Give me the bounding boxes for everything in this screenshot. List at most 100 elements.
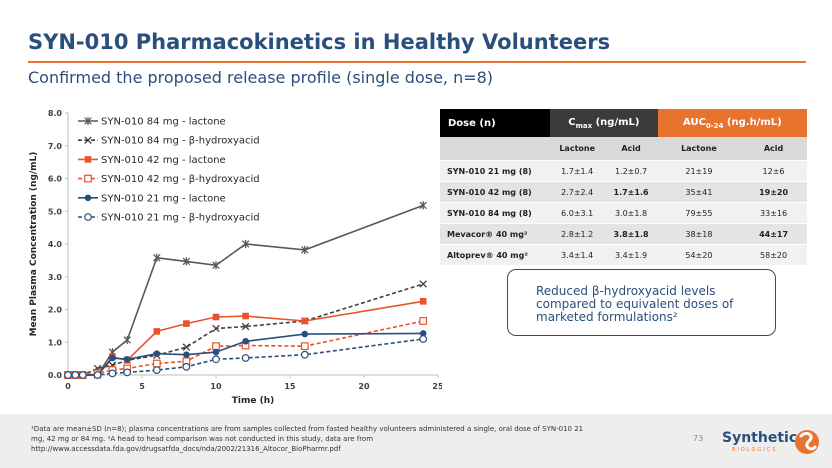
cmax-lactone-value: 2.7±2.4: [550, 181, 605, 203]
row-label: Mevacor® 40 mg²: [440, 223, 550, 245]
logo-subtext: BIOLOGICS: [732, 447, 778, 453]
legend-label: SYN-010 21 mg - β-hydroxyacid: [101, 213, 260, 224]
cmax-lactone-value: 1.7±1.4: [550, 160, 605, 182]
data-point: [109, 354, 116, 362]
header-dose: Dose (n): [440, 109, 550, 137]
header-auc: AUC0-24 (ng.h/mL): [657, 109, 807, 137]
footnote-link: http://www.accessdata.fda.gov/drugsatfda…: [31, 445, 341, 453]
legend-marker: [84, 116, 92, 126]
data-point: [242, 337, 249, 345]
y-tick-label: 4.0: [48, 240, 63, 249]
auc-acid-value: 12±6: [740, 160, 807, 182]
data-point: [300, 350, 309, 359]
pk-line-chart: 0.0 1.0 2.0 3.0 4.0 5.0 6.0 7.0 8.0 0 5 10 15 20 25 Tim…: [29, 109, 442, 406]
legend-marker: [84, 213, 92, 221]
row-label: Altoprev® 40 mg²: [440, 244, 550, 265]
cmax-acid-value: 3.8±1.8: [604, 223, 658, 245]
data-point: [300, 342, 309, 351]
row-label: SYN-010 84 mg (8): [440, 202, 550, 224]
cmax-acid-value: 1.2±0.7: [604, 160, 658, 182]
logo-wordmark: Synthetic: [722, 430, 798, 446]
data-point: [301, 245, 309, 254]
data-point: [241, 322, 250, 331]
data-point: [123, 368, 132, 377]
data-point: [182, 362, 191, 371]
legend-marker: [84, 174, 92, 183]
auc-acid-value: 19±20: [740, 181, 807, 203]
footnote-line: ¹Data are mean±SD (n=8); plasma concentr…: [31, 425, 584, 433]
data-point: [182, 343, 191, 351]
data-point: [212, 342, 220, 351]
header-cmax-main: C: [568, 116, 576, 128]
data-point: [108, 369, 117, 378]
legend-marker: [84, 156, 92, 163]
auc-acid-value: 33±16: [740, 202, 807, 224]
data-point: [152, 366, 161, 374]
y-tick-label: 1.0: [48, 338, 63, 347]
data-point: [212, 261, 220, 270]
data-point: [78, 371, 87, 379]
header-cmax-unit: (ng/mL): [592, 116, 640, 128]
callout-box: Reduced β-hydroxyacid levels compared to…: [507, 269, 776, 336]
table-row: SYN-010 42 mg (8) 2.7±2.4 1.7±1.6 35±41 …: [440, 181, 807, 203]
y-tick-label: 3.0: [48, 273, 63, 282]
data-point: [301, 330, 309, 338]
data-point: [419, 330, 427, 337]
data-point: [212, 355, 220, 364]
data-point: [71, 371, 80, 379]
data-point: [153, 328, 161, 335]
cmax-acid-value: 1.7±1.6: [604, 181, 658, 203]
subheader-cmax-acid: Acid: [604, 137, 658, 161]
data-point: [153, 253, 161, 262]
data-point: [301, 317, 309, 325]
table-row: Altoprev® 40 mg² 3.4±1.4 3.4±1.9 54±20 5…: [440, 244, 807, 265]
y-tick-label: 2.0: [48, 306, 63, 315]
y-tick-label: 8.0: [48, 109, 63, 118]
footnote-band: [0, 414, 832, 468]
cmax-acid-value: 3.0±1.8: [604, 202, 658, 224]
header-cmax: Cmax (ng/mL): [550, 109, 658, 137]
table-row: Mevacor® 40 mg² 2.8±1.2 3.8±1.8 38±18 44…: [440, 223, 807, 245]
legend-label: SYN-010 84 mg - lactone: [101, 117, 226, 128]
subheader-auc-lactone: Lactone: [657, 137, 741, 161]
legend-marker: [84, 194, 92, 202]
data-point: [123, 335, 131, 345]
auc-lactone-value: 35±41: [657, 181, 741, 203]
subheader-auc-acid: Acid: [740, 137, 807, 161]
data-point: [419, 280, 427, 288]
legend-marker: [84, 136, 92, 144]
title-divider: [28, 61, 806, 63]
row-label: SYN-010 21 mg (8): [440, 160, 550, 182]
legend-label: SYN-010 84 mg - β-hydroxyacid: [101, 136, 260, 147]
cmax-acid-value: 3.4±1.9: [604, 244, 658, 265]
footnote-text: ¹Data are mean±SD (n=8); plasma concentr…: [31, 424, 671, 454]
data-point: [419, 317, 428, 325]
header-auc-main: AUC: [683, 116, 706, 128]
x-tick-label: 10: [210, 382, 222, 391]
logo-swirl-icon: [795, 430, 819, 454]
data-point: [241, 239, 250, 249]
y-axis-label: Mean Plasma Concentration (ng/mL): [29, 152, 39, 337]
auc-acid-value: 44±17: [740, 223, 807, 245]
data-point: [242, 312, 249, 320]
footnote-line: mg, 42 mg or 84 mg. ²A head to head comp…: [31, 435, 374, 443]
data-point: [419, 201, 427, 210]
data-point: [212, 324, 220, 333]
legend-label: SYN-010 21 mg - lactone: [101, 193, 226, 204]
x-tick-label: 15: [284, 382, 296, 391]
page-title: SYN-010 Pharmacokinetics in Healthy Volu…: [28, 30, 611, 54]
y-tick-label: 5.0: [48, 207, 63, 216]
header-cmax-sub: max: [575, 121, 593, 130]
y-tick-label: 0.0: [48, 371, 63, 380]
cmax-lactone-value: 6.0±3.1: [550, 202, 605, 224]
x-tick-label: 0: [65, 382, 71, 391]
data-point: [64, 371, 72, 379]
header-auc-unit: (ng.h/mL): [723, 116, 782, 128]
series-line: [68, 204, 424, 376]
data-point: [183, 320, 190, 327]
auc-lactone-value: 54±20: [657, 244, 741, 265]
cmax-lactone-value: 2.8±1.2: [550, 223, 605, 245]
data-point: [183, 351, 190, 358]
subheader-cmax-lactone: Lactone: [550, 137, 605, 161]
x-tick-label: 5: [139, 382, 145, 391]
